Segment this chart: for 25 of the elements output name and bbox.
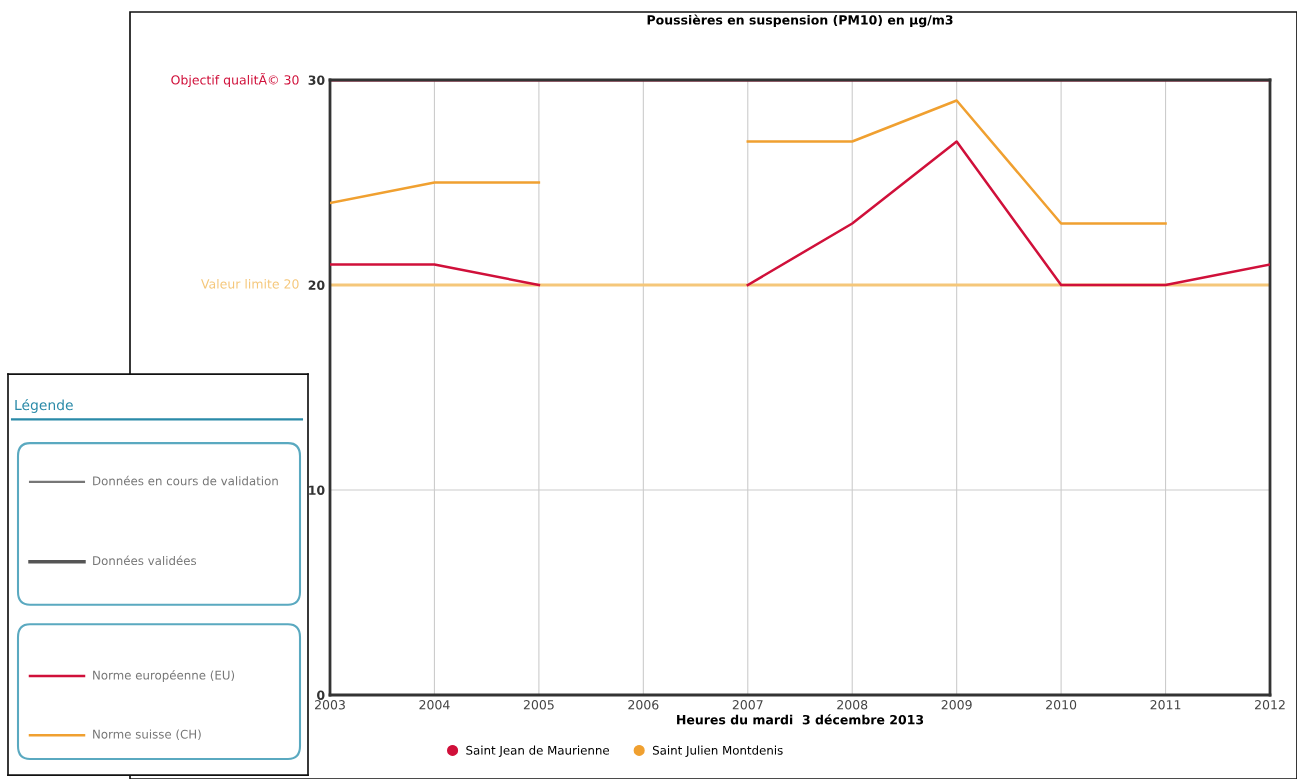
text: Norme suisse (CH) [93,729,201,741]
y-tick-label: 20 [308,280,325,290]
x-tick-label: 2005 [523,700,554,710]
text: Données validées [93,555,197,566]
x-axis-title: Heures du mardi 3 décembre 2013 [677,714,924,725]
y-tick-label: 30 [308,75,325,85]
x-tick-label: 2008 [837,700,868,710]
ref-line-label: Valeur limite 20 [201,278,299,289]
x-tick-label: 2004 [419,700,450,710]
x-tick-label: 2007 [732,700,763,710]
text: Légende [15,398,73,413]
text: Norme européenne (EU) [93,669,235,682]
x-tick-label: 2011 [1150,700,1181,710]
legend-label: Saint Julien Montdenis [652,745,783,757]
chart-title: Poussières en suspension (PM10) en µg/m3 [647,14,953,28]
x-tick-label: 2003 [315,700,345,710]
legend-label: Saint Jean de Maurienne [466,745,610,757]
x-tick-label: 2006 [628,700,659,710]
x-tick-label: 2012 [1255,700,1285,710]
y-tick-label: 0 [317,690,325,700]
ref-line-label: Objectif qualitÃ© 30 [171,72,299,88]
x-tick-label: 2009 [941,700,972,710]
text: Données en cours de validation [93,475,278,486]
x-tick-label: 2010 [1046,700,1077,710]
y-tick-label: 10 [309,485,325,495]
